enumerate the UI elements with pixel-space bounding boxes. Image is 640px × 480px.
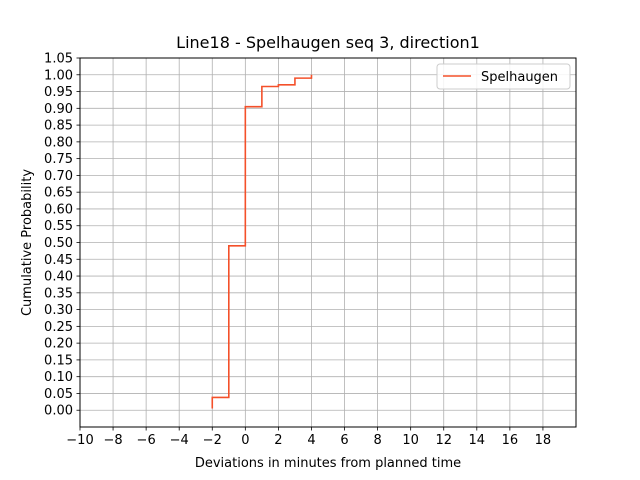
- legend-label-spelhaugen: Spelhaugen: [481, 70, 558, 85]
- y-tick-label: 0.70: [44, 169, 73, 184]
- y-tick-label: 0.25: [44, 320, 73, 335]
- y-tick-label: 0.80: [44, 135, 73, 150]
- y-tick-label: 0.50: [44, 236, 73, 251]
- y-tick-label: 1.05: [44, 52, 73, 67]
- y-tick-label: 0.20: [44, 337, 73, 352]
- y-tick-label: 0.00: [44, 404, 73, 419]
- y-tick-label: 0.05: [44, 387, 73, 402]
- y-tick-label: 0.35: [44, 286, 73, 301]
- y-tick-label: 0.75: [44, 152, 73, 167]
- x-tick-label: 0: [241, 433, 249, 448]
- series-layer: [211, 74, 313, 409]
- x-tick-label: 18: [535, 433, 552, 448]
- x-axis-label: Deviations in minutes from planned time: [195, 456, 461, 471]
- x-tick-label: 12: [435, 433, 452, 448]
- x-tick-label: −10: [66, 433, 93, 448]
- series-line-spelhaugen: [211, 74, 313, 409]
- y-axis-ticks: 0.00 0.05 0.10 0.150.20 0.25 0.30 0.350.40 0.45…: [44, 52, 80, 419]
- x-tick-label: 16: [502, 433, 519, 448]
- y-tick-label: 0.60: [44, 202, 73, 217]
- y-tick-label: 0.85: [44, 119, 73, 134]
- x-tick-label: −8: [103, 433, 122, 448]
- y-axis-label: Cumulative Probability: [20, 169, 35, 316]
- legend: Spelhaugen: [436, 63, 571, 90]
- legend-box: [436, 63, 571, 90]
- y-tick-label: 0.40: [44, 270, 73, 285]
- x-tick-label: 2: [274, 433, 282, 448]
- y-tick-label: 0.30: [44, 303, 73, 318]
- x-tick-label: 10: [402, 433, 419, 448]
- y-tick-label: 0.45: [44, 253, 73, 268]
- x-tick-label: −6: [137, 433, 156, 448]
- y-tick-label: 0.15: [44, 353, 73, 368]
- y-tick-label: 0.95: [44, 85, 73, 100]
- x-axis-ticks: −10 −8 −6 −4 −2 0 2 4 6 8 10 12 14 16 18: [66, 427, 551, 448]
- x-tick-label: 4: [307, 433, 315, 448]
- x-tick-label: 6: [340, 433, 348, 448]
- y-tick-label: 1.00: [44, 68, 73, 83]
- y-tick-label: 0.90: [44, 102, 73, 117]
- y-tick-label: 0.10: [44, 370, 73, 385]
- x-tick-label: −4: [170, 433, 189, 448]
- x-tick-label: −2: [203, 433, 222, 448]
- x-tick-label: 8: [373, 433, 381, 448]
- y-tick-label: 0.55: [44, 219, 73, 234]
- y-tick-label: 0.65: [44, 186, 73, 201]
- chart-title: Line18 - Spelhaugen seq 3, direction1: [176, 33, 480, 52]
- x-tick-label: 14: [469, 433, 486, 448]
